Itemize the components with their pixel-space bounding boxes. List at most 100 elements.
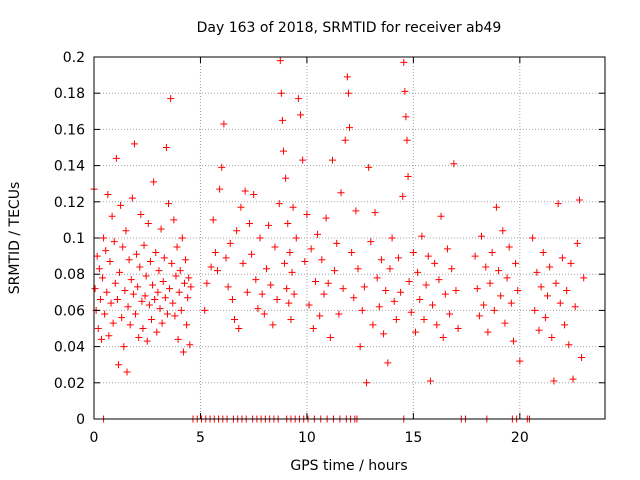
data-point — [350, 294, 358, 302]
data-point — [441, 290, 449, 298]
data-point — [216, 185, 224, 193]
y-tick-label: 0.12 — [54, 195, 85, 211]
data-point — [151, 296, 159, 304]
data-point — [116, 268, 124, 276]
data-point — [394, 254, 402, 262]
data-point — [343, 73, 351, 81]
data-point — [209, 216, 217, 224]
data-point — [516, 357, 524, 365]
data-point — [120, 343, 128, 351]
data-point — [109, 319, 117, 327]
y-tick-label: 0.14 — [54, 159, 85, 175]
data-point — [150, 178, 158, 186]
data-point — [535, 326, 543, 334]
data-point — [241, 187, 249, 195]
data-point — [363, 379, 371, 387]
data-point — [121, 286, 129, 294]
data-point — [153, 328, 161, 336]
data-point — [239, 259, 247, 267]
data-point — [135, 334, 143, 342]
data-point — [431, 259, 439, 267]
data-point — [531, 306, 539, 314]
data-point — [326, 334, 334, 342]
y-tick-label: 0.16 — [54, 122, 85, 138]
y-tick-label: 0.02 — [54, 376, 85, 392]
data-point — [533, 268, 541, 276]
data-point — [490, 306, 498, 314]
data-point — [180, 279, 188, 287]
data-point — [339, 285, 347, 293]
data-point — [101, 310, 109, 318]
data-point — [100, 234, 108, 242]
data-point — [96, 296, 104, 304]
data-point — [384, 359, 392, 367]
data-point — [439, 334, 447, 342]
data-point — [409, 248, 417, 256]
data-point — [275, 200, 283, 208]
x-axis-label: GPS time / hours — [290, 458, 407, 474]
data-point — [390, 297, 398, 305]
data-point — [126, 321, 134, 329]
x-tick-label: 15 — [404, 430, 422, 446]
data-point — [307, 245, 315, 253]
data-point — [284, 220, 292, 228]
data-point — [537, 283, 545, 291]
data-point — [128, 194, 136, 202]
data-point — [418, 232, 426, 240]
data-point — [335, 310, 343, 318]
data-point — [437, 212, 445, 220]
data-point — [279, 147, 287, 155]
data-point — [348, 248, 356, 256]
data-point — [142, 272, 150, 280]
data-point — [252, 276, 260, 284]
data-point — [133, 250, 141, 258]
data-point — [569, 375, 577, 383]
data-point — [254, 305, 262, 313]
data-point — [328, 156, 336, 164]
data-point — [124, 303, 132, 311]
data-point — [558, 254, 566, 262]
data-point — [144, 220, 152, 228]
data-point — [117, 201, 125, 209]
data-point — [99, 274, 107, 282]
data-point — [146, 258, 154, 266]
data-point — [173, 243, 181, 251]
data-point — [237, 203, 245, 211]
data-point — [507, 299, 515, 307]
data-point — [285, 299, 293, 307]
data-point — [183, 321, 191, 329]
data-point — [162, 144, 170, 151]
data-point — [106, 258, 114, 266]
data-point — [488, 248, 496, 256]
data-point — [167, 95, 175, 103]
data-point — [565, 341, 573, 349]
data-point — [316, 312, 324, 320]
data-point — [416, 296, 424, 304]
data-points — [90, 57, 588, 423]
data-point — [177, 306, 185, 314]
data-point — [287, 315, 295, 323]
y-tick-label: 0.08 — [54, 267, 85, 283]
data-point — [97, 335, 105, 343]
data-point — [552, 279, 560, 287]
data-point — [497, 292, 505, 300]
data-point — [130, 140, 138, 148]
data-point — [161, 294, 169, 302]
data-point — [127, 276, 135, 284]
data-point — [187, 283, 195, 291]
data-point — [267, 281, 275, 289]
data-point — [561, 321, 569, 329]
data-point — [480, 301, 488, 309]
data-point — [554, 200, 562, 208]
data-point — [203, 279, 211, 287]
data-point — [563, 286, 571, 294]
data-point — [318, 256, 326, 264]
x-tick-label: 20 — [511, 430, 529, 446]
data-point — [505, 243, 513, 251]
data-point — [539, 248, 547, 256]
data-point — [454, 325, 462, 332]
data-point — [301, 258, 309, 266]
data-point — [380, 330, 388, 338]
data-point — [373, 274, 381, 282]
data-point — [369, 321, 377, 329]
